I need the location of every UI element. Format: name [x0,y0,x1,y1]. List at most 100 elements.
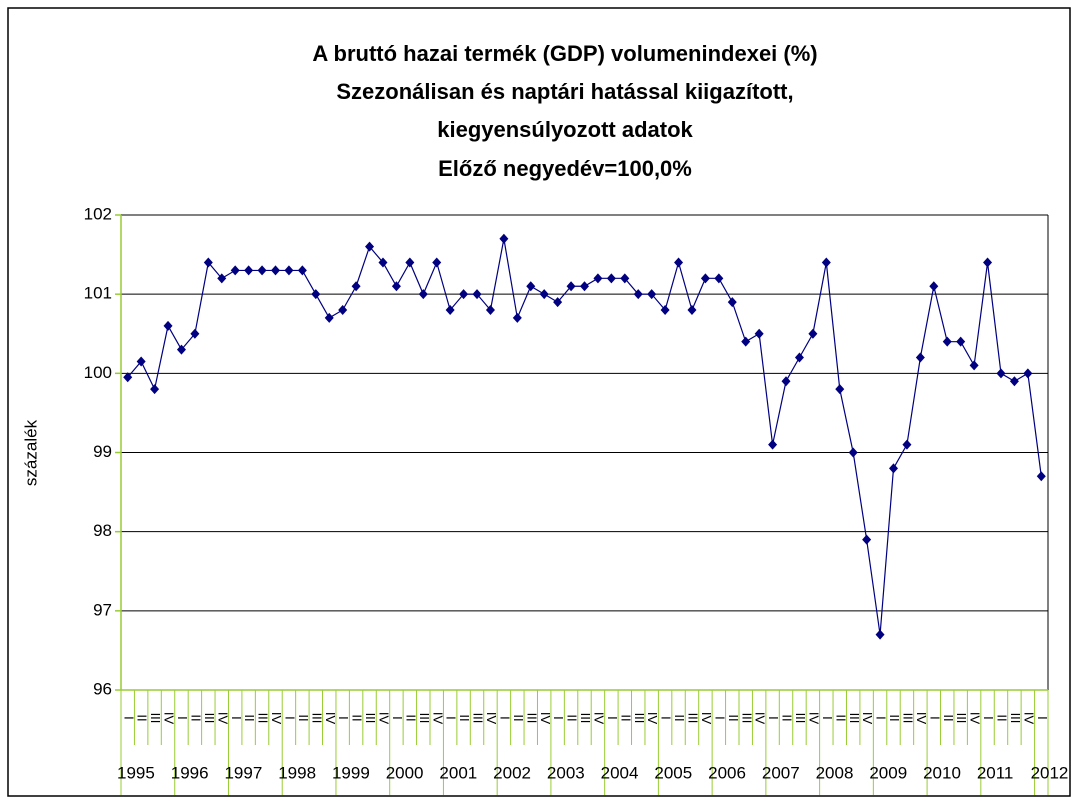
x-tick-label: III [954,713,969,724]
x-group-label: 1999 [332,763,370,782]
x-tick-label: I [820,716,835,720]
x-tick-label: II [296,714,311,721]
x-tick-label: I [175,716,190,720]
x-tick-label: I [1035,716,1050,720]
data-point [848,447,858,458]
x-group-label: 2003 [547,763,585,782]
x-tick-label: II [565,714,580,721]
x-tick-label: IV [968,712,983,725]
data-point [956,336,966,347]
x-group-label: 1998 [278,763,316,782]
x-tick-label: IV [162,712,177,725]
x-group-label: 1997 [224,763,262,782]
data-point [620,273,630,284]
data-point [123,372,133,383]
data-point [781,376,791,387]
x-tick-label: II [350,714,365,721]
x-tick-label: IV [377,712,392,725]
y-axis-label: százalék [21,419,40,486]
x-tick-label: III [793,713,808,724]
data-point [929,281,939,292]
data-point [1036,471,1046,482]
data-point [700,273,710,284]
chart-title: kiegyensúlyozott adatok [437,117,693,142]
x-tick-label: III [847,713,862,724]
x-tick-label: I [927,716,942,720]
data-point [459,289,469,300]
x-group-label: 2004 [601,763,639,782]
x-tick-label: IV [699,712,714,725]
x-tick-label: IV [914,712,929,725]
data-point [391,281,401,292]
x-tick-label: II [242,714,257,721]
x-tick-label: I [282,716,297,720]
x-tick-label: III [578,713,593,724]
data-point [176,344,186,355]
x-group-label: 1996 [171,763,209,782]
x-group-label: 2006 [708,763,746,782]
data-point [741,336,751,347]
data-point [472,289,482,300]
x-tick-label: I [336,716,351,720]
data-point [808,328,818,339]
x-tick-label: I [605,716,620,720]
data-point [230,265,240,276]
data-point [727,297,737,308]
x-tick-label: I [444,716,459,720]
data-point [526,281,536,292]
data-point [566,281,576,292]
data-point [996,368,1006,379]
x-tick-label: I [121,716,136,720]
x-tick-label: I [659,716,674,720]
x-tick-label: I [390,716,405,720]
x-tick-label: II [188,714,203,721]
data-point [432,257,442,268]
chart-frame [7,7,1071,797]
x-group-label: 2001 [439,763,477,782]
x-tick-label: IV [806,712,821,725]
x-tick-label: III [1008,713,1023,724]
x-tick-label: IV [538,712,553,725]
y-tick-label: 97 [93,600,112,619]
x-tick-label: II [403,714,418,721]
x-tick-label: IV [269,712,284,725]
x-tick-label: IV [1021,712,1036,725]
y-tick-label: 102 [84,204,112,223]
x-tick-label: II [457,714,472,721]
x-tick-label: II [135,714,150,721]
x-tick-label: II [618,714,633,721]
data-point [163,320,173,331]
data-point [902,439,912,450]
x-tick-label: III [524,713,539,724]
chart-title: Előző negyedév=100,0% [438,156,692,181]
data-point [512,312,522,323]
x-tick-label: II [511,714,526,721]
data-point [606,273,616,284]
y-tick-label: 101 [84,284,112,303]
data-point [768,439,778,450]
data-point [499,233,509,244]
chart-title: A bruttó hazai termék (GDP) volumenindex… [312,41,817,66]
x-group-label: 2010 [923,763,961,782]
data-point [257,265,267,276]
y-tick-label: 98 [93,521,112,540]
x-group-label: 2008 [816,763,854,782]
data-point [633,289,643,300]
x-tick-label: IV [323,712,338,725]
x-tick-label: I [874,716,889,720]
data-point [485,305,495,315]
data-point [539,289,549,300]
x-group-label: 2005 [654,763,692,782]
x-tick-label: III [148,713,163,724]
data-point [190,328,200,339]
data-point [297,265,307,276]
x-tick-label: III [309,713,324,724]
data-point [754,328,764,339]
data-point [969,360,979,371]
x-group-label: 2007 [762,763,800,782]
x-tick-label: II [887,714,902,721]
x-tick-label: III [256,713,271,724]
x-group-label: 2002 [493,763,531,782]
data-point [445,305,455,315]
